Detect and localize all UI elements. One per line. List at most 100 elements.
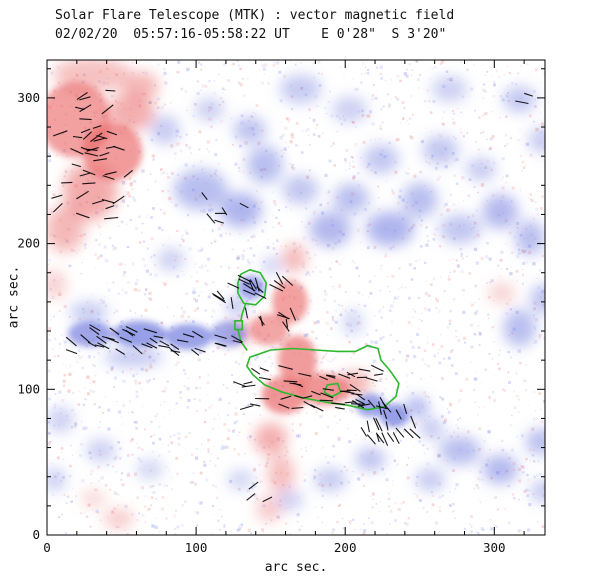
field-vector: [201, 192, 208, 201]
negative-polarity-region: [482, 454, 519, 484]
negative-polarity-region: [466, 157, 496, 181]
magnetic-contour: [246, 344, 400, 411]
field-vector: [395, 409, 402, 420]
field-vector: [326, 374, 336, 377]
field-vector: [79, 172, 91, 177]
field-vector: [170, 350, 181, 353]
field-vector: [285, 318, 289, 328]
field-vector: [403, 428, 414, 439]
field-vector: [269, 284, 284, 292]
negative-polarity-region: [309, 211, 352, 247]
field-vector: [76, 91, 88, 100]
positive-polarity-region: [47, 205, 85, 253]
field-vector: [258, 316, 265, 326]
field-vector: [248, 481, 259, 490]
field-vector: [89, 327, 100, 336]
field-vector: [79, 104, 92, 113]
field-vector: [119, 336, 133, 343]
negative-polarity-region: [279, 74, 322, 104]
negative-polarity-region: [112, 320, 167, 347]
field-vector: [122, 328, 136, 336]
positive-polarity-region: [103, 508, 134, 530]
field-vector: [409, 428, 421, 439]
field-vector: [51, 194, 63, 199]
negative-polarity-region: [528, 127, 545, 154]
field-vector: [93, 137, 106, 142]
negative-polarity-region: [342, 309, 364, 336]
positive-polarity-region: [261, 376, 307, 414]
negative-polarity-region: [173, 169, 228, 211]
field-vector: [216, 342, 227, 347]
field-vector: [375, 417, 383, 432]
field-vector: [341, 390, 355, 394]
field-vector: [243, 381, 253, 385]
field-vector: [72, 135, 83, 139]
field-vector: [70, 147, 84, 155]
field-vector: [310, 404, 324, 412]
field-vector: [283, 380, 298, 383]
magnetic-contour: [323, 382, 342, 398]
negative-polarity-region: [401, 182, 438, 218]
field-vector: [366, 420, 370, 433]
field-vector: [143, 328, 158, 334]
field-vector: [370, 364, 384, 372]
field-vector: [194, 347, 206, 353]
positive-polarity-region: [81, 489, 106, 508]
field-vector: [346, 389, 357, 392]
field-vector: [182, 333, 195, 338]
negative-polarity-region: [164, 323, 213, 350]
field-vector: [76, 190, 89, 200]
field-vector: [80, 334, 91, 344]
negative-polarity-region: [219, 192, 262, 228]
field-vector: [277, 314, 290, 320]
field-vector: [53, 130, 68, 137]
field-vector: [170, 343, 180, 350]
field-vector: [132, 345, 143, 355]
field-vector: [93, 158, 108, 162]
field-vector: [331, 402, 346, 405]
field-vector: [249, 403, 261, 407]
field-vector: [278, 365, 293, 370]
negative-polarity-region: [233, 116, 267, 143]
x-axis-label: arc sec.: [264, 560, 328, 575]
field-vector: [244, 307, 249, 319]
field-vector: [76, 212, 90, 219]
field-vector: [213, 294, 227, 304]
negative-polarity-region: [331, 96, 368, 123]
field-vector: [153, 335, 164, 339]
field-vector: [311, 390, 321, 396]
negative-polarity-region: [503, 86, 537, 113]
y-tick-label: 300: [17, 90, 40, 105]
field-vector: [105, 205, 115, 210]
field-vector: [169, 347, 180, 357]
field-vector: [278, 403, 290, 409]
negative-polarity-region: [431, 76, 468, 103]
field-vector: [259, 367, 269, 372]
negative-polarity-region: [525, 428, 545, 455]
field-vector: [94, 344, 105, 348]
field-vector: [386, 432, 395, 443]
field-vector: [346, 371, 356, 378]
field-vector: [293, 382, 304, 388]
field-vector: [319, 399, 333, 402]
plot-frame: [46, 59, 546, 536]
field-vector: [356, 393, 366, 401]
negative-polarity-region: [530, 284, 545, 314]
field-vector: [158, 345, 170, 349]
negative-polarity-region: [415, 467, 446, 492]
field-vector: [524, 92, 533, 97]
field-vector: [99, 152, 110, 157]
positive-polarity-region: [272, 280, 308, 324]
field-vector: [214, 219, 224, 224]
field-vector: [71, 163, 82, 168]
positive-polarity-region: [249, 313, 289, 346]
negative-polarity-region: [333, 183, 370, 213]
field-vector: [233, 381, 246, 387]
negative-polarity-region: [379, 403, 410, 428]
negative-polarity-region: [226, 297, 247, 315]
field-vector: [243, 283, 256, 292]
negative-polarity-region: [149, 115, 180, 145]
field-vector: [212, 293, 226, 302]
field-vector: [79, 96, 91, 101]
negative-polarity-region: [363, 144, 399, 174]
